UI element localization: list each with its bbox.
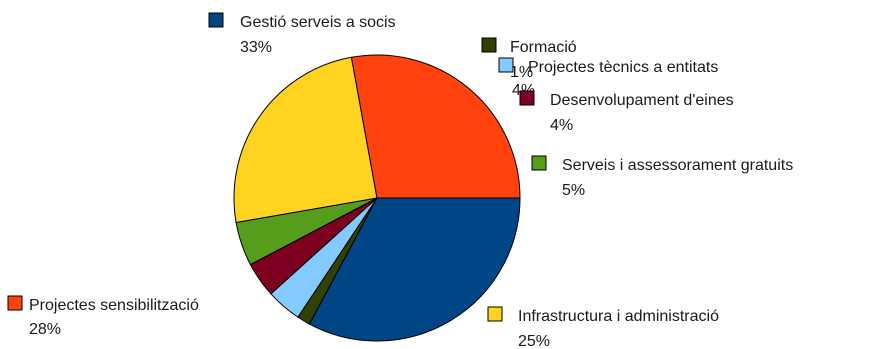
legend-swatch <box>209 13 223 27</box>
slice-label: Desenvolupament d'eines <box>550 92 734 109</box>
legend-swatch <box>520 91 534 105</box>
slice-percent: 33% <box>240 39 272 56</box>
slice-percent: 4% <box>550 117 573 134</box>
pie-slice <box>351 55 520 198</box>
pie-slices <box>234 55 520 341</box>
slice-label: Serveis i assessorament gratuits <box>562 157 793 174</box>
slice-percent: 5% <box>562 182 585 199</box>
legend-swatch <box>499 58 513 72</box>
slice-label: Infrastructura i administració <box>518 308 719 325</box>
legend-swatch <box>482 38 496 52</box>
slice-label: Gestió serveis a socis <box>240 14 396 31</box>
legend-swatch <box>8 296 22 310</box>
slice-percent: 25% <box>518 333 550 349</box>
slice-label: Projectes sensibilització <box>29 297 199 314</box>
slice-label: Formació <box>510 39 577 56</box>
legend-swatch <box>532 156 546 170</box>
slice-percent: 28% <box>29 321 61 338</box>
legend-swatch <box>488 307 502 321</box>
slice-label: Projectes tècnics a entitats <box>528 59 718 76</box>
